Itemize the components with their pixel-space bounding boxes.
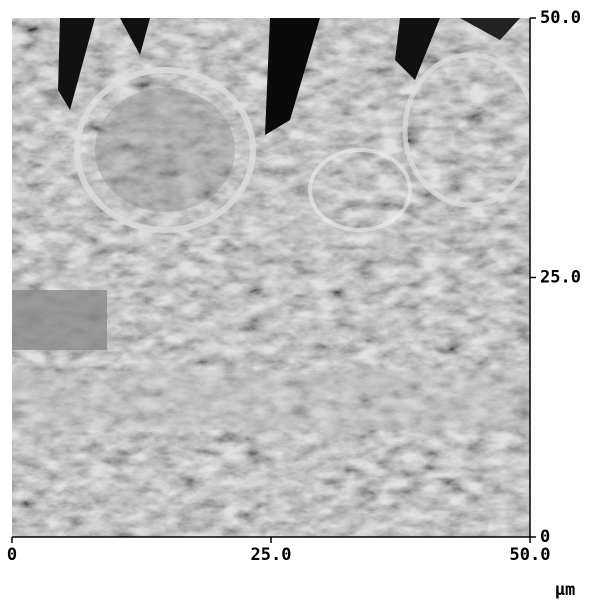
page: μm 025.050.0025.050.0 (() => { const dat… xyxy=(0,0,593,600)
unit-label: μm xyxy=(555,580,575,600)
y-tick-label: 50.0 xyxy=(540,8,581,28)
y-tick-label: 25.0 xyxy=(540,268,581,288)
y-tick-label: 0 xyxy=(540,527,550,547)
chart: μm 025.050.0025.050.0 xyxy=(0,0,593,600)
afm-image xyxy=(12,18,535,537)
x-tick-label: 25.0 xyxy=(251,545,292,565)
x-tick-label: 50.0 xyxy=(510,545,551,565)
x-tick-label: 0 xyxy=(7,545,17,565)
